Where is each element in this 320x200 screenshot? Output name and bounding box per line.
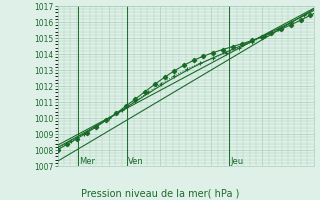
Text: Pression niveau de la mer( hPa ): Pression niveau de la mer( hPa ): [81, 188, 239, 198]
Text: Jeu: Jeu: [230, 157, 244, 166]
Text: Ven: Ven: [128, 157, 144, 166]
Text: Mer: Mer: [79, 157, 95, 166]
